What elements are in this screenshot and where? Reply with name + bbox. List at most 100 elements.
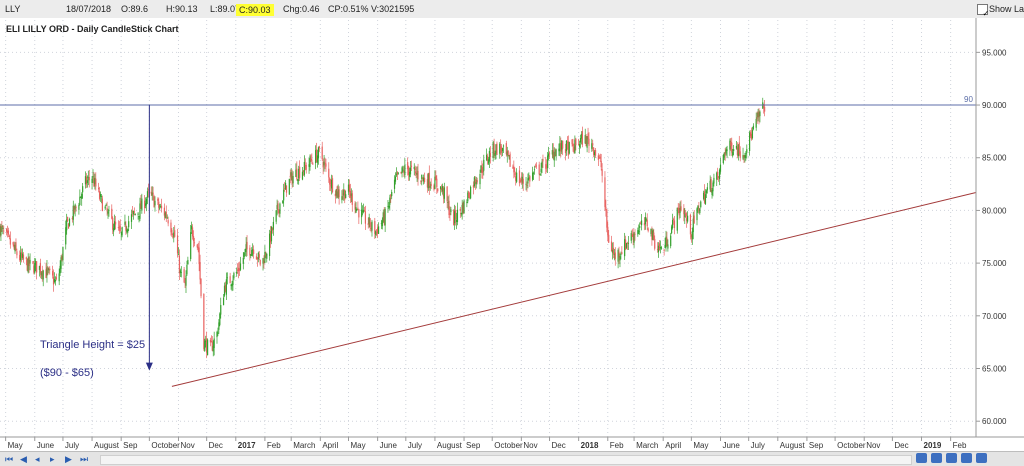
candle-body — [572, 143, 574, 147]
y-tick-label: 70.000 — [982, 312, 1007, 321]
scroll-right-fast-icon[interactable]: ▶ — [65, 454, 72, 464]
candle-body — [584, 135, 586, 144]
candle-body — [374, 221, 376, 234]
candle-body — [200, 278, 202, 297]
candle-body — [630, 233, 632, 241]
zoom-out-icon[interactable] — [931, 453, 942, 463]
scroll-left-icon[interactable]: ◂ — [35, 454, 40, 464]
candle-body — [705, 190, 708, 194]
candle-body — [528, 177, 530, 180]
zoom-settings-icon[interactable] — [976, 453, 987, 463]
candle-body — [216, 331, 218, 338]
candle-body — [643, 223, 646, 226]
candle-body — [624, 239, 626, 257]
low-label: L:89.07 — [210, 4, 241, 14]
candle-body — [651, 231, 653, 240]
candle-body — [291, 173, 293, 184]
candle-body — [358, 209, 360, 218]
candle-body — [58, 273, 60, 282]
candle-body — [729, 140, 731, 150]
candle-body — [270, 226, 273, 242]
candle-body — [128, 221, 130, 228]
x-tick-label: June — [380, 441, 398, 450]
candle-body — [33, 265, 35, 273]
candle-body — [363, 210, 366, 212]
candle-body — [316, 155, 319, 163]
candle-body — [375, 231, 377, 236]
candle-body — [246, 241, 248, 250]
candle-body — [73, 206, 75, 213]
candle-body — [739, 151, 741, 158]
candle-body — [575, 138, 577, 146]
candle-body — [113, 228, 115, 232]
candle-body — [713, 177, 715, 184]
candle-body — [519, 180, 522, 182]
candle-body — [632, 233, 634, 240]
last-page-icon[interactable]: ⏭ — [80, 454, 89, 464]
candle-body — [428, 172, 430, 188]
candle-body — [627, 242, 630, 244]
candle-body — [179, 270, 181, 274]
candle-body — [691, 231, 693, 240]
candlestick-chart: 90 95.000 90.000 85.000 80.000 75.000 70.000 6… — [0, 18, 1024, 451]
candle-body — [252, 249, 254, 251]
candle-body — [321, 146, 323, 160]
candle-body — [646, 219, 648, 227]
candle-body — [736, 147, 739, 156]
open-label: O:89.6 — [121, 4, 149, 14]
candle-body — [611, 249, 614, 253]
candle-body — [382, 212, 384, 222]
candle-body — [219, 313, 221, 325]
candle-body — [170, 222, 172, 233]
candle-body — [275, 210, 277, 222]
scroll-right-icon[interactable]: ▸ — [50, 454, 55, 464]
candle-body — [14, 244, 16, 252]
x-tick-label: 2019 — [924, 441, 942, 450]
candle-body — [324, 162, 326, 164]
candle-body — [362, 209, 365, 213]
candle-body — [507, 150, 509, 156]
show-last-checkbox[interactable]: ✓ — [977, 4, 989, 18]
candle-body — [285, 185, 288, 193]
candle-body — [99, 194, 102, 197]
candle-body — [329, 178, 331, 185]
candle-body — [41, 270, 43, 277]
candle-body — [561, 140, 563, 150]
candle-body — [66, 219, 68, 231]
x-tick-label: April — [665, 441, 681, 450]
candle-body — [20, 252, 22, 261]
candle-body — [427, 174, 429, 189]
candle-body — [571, 139, 573, 145]
zoom-fit-icon[interactable] — [946, 453, 957, 463]
x-tick-label: Nov — [180, 441, 194, 450]
candle-body — [124, 221, 126, 225]
resistance-label: 90 — [964, 95, 973, 104]
candle-body — [687, 215, 689, 222]
candle-body — [276, 205, 278, 210]
candle-body — [660, 246, 662, 249]
candle-body — [138, 215, 140, 217]
candle-body — [0, 226, 2, 236]
horizontal-scrollbar[interactable] — [100, 455, 912, 465]
candle-body — [429, 185, 431, 188]
candle-body — [357, 207, 359, 209]
first-page-icon[interactable]: ⏮ — [5, 454, 14, 464]
candle-body — [151, 192, 153, 196]
x-tick-label: Dec — [894, 441, 908, 450]
candle-body — [82, 186, 84, 193]
candle-body — [213, 338, 215, 349]
candle-body — [80, 196, 82, 198]
candle-body — [328, 168, 330, 178]
candle-body — [152, 192, 154, 195]
candle-body — [229, 276, 231, 284]
candle-body — [579, 138, 582, 143]
candle-body — [656, 248, 659, 250]
candle-body — [548, 153, 551, 155]
candle-body — [633, 233, 635, 243]
scroll-left-fast-icon[interactable]: ◀ — [20, 454, 27, 464]
candle-body — [323, 161, 325, 166]
zoom-reset-icon[interactable] — [961, 453, 972, 463]
zoom-in-icon[interactable] — [916, 453, 927, 463]
candle-body — [558, 148, 560, 152]
candle-body — [520, 178, 522, 181]
